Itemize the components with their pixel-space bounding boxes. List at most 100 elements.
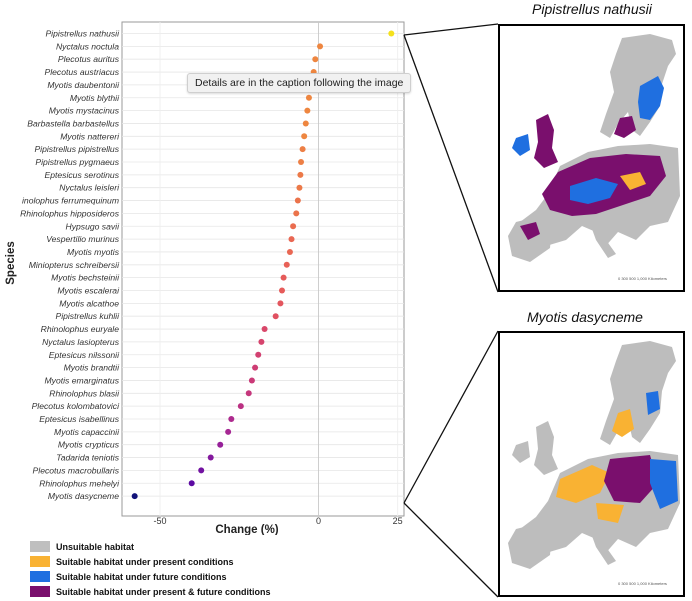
species-label: Myotis alcathoe xyxy=(59,298,119,308)
species-label: Eptesicus nilssonii xyxy=(49,350,120,360)
species-label: inolophus ferrumequinum xyxy=(22,196,119,206)
map-land-iberia xyxy=(508,523,552,569)
data-point xyxy=(258,338,265,345)
species-label: Plecotus auritus xyxy=(58,54,120,64)
map-panel-bottom: 0 300 500 1,000 Kilometers xyxy=(498,331,685,597)
connector-line xyxy=(403,330,499,504)
data-point xyxy=(225,428,232,435)
species-label: Rhinolophus euryale xyxy=(41,324,120,334)
map-land-ireland xyxy=(512,441,530,463)
data-point xyxy=(290,223,297,230)
species-label: Nyctalus leisleri xyxy=(59,183,120,193)
species-label: Myotis myotis xyxy=(67,247,120,257)
legend-item-unsuitable: Unsuitable habitat xyxy=(30,539,271,554)
species-label: Pipistrellus pipistrellus xyxy=(34,144,119,154)
legend-label: Suitable habitat under present condition… xyxy=(56,556,234,567)
x-tick-label: -50 xyxy=(154,516,167,526)
connector-line xyxy=(403,34,499,293)
data-point xyxy=(312,56,319,63)
species-label: Myotis emarginatus xyxy=(44,375,119,385)
legend-label: Unsuitable habitat xyxy=(56,541,135,552)
map-land-ireland xyxy=(512,134,530,156)
species-label: Myotis blythii xyxy=(70,93,120,103)
map-scale-bar: 0 300 500 1,000 Kilometers xyxy=(618,581,667,586)
map-habitat-present-west xyxy=(556,465,610,503)
species-label: Plecotus austriacus xyxy=(44,67,119,77)
map-habitat-both-iberia xyxy=(520,222,540,240)
plot-panel xyxy=(121,21,405,517)
data-point xyxy=(228,416,235,422)
map-habitat-both-south-sweden xyxy=(614,116,636,138)
species-label: Myotis daubentonii xyxy=(47,80,120,90)
species-label: Miniopterus schreibersii xyxy=(29,260,120,270)
y-axis-title: Species xyxy=(5,241,17,284)
x-tick-label: 25 xyxy=(393,516,403,526)
legend-item-present: Suitable habitat under present condition… xyxy=(30,554,271,569)
x-tick-label: 0 xyxy=(316,516,321,526)
map-land-scandinavia xyxy=(600,34,676,138)
data-point xyxy=(188,480,195,487)
species-label: Pipistrellus kuhlii xyxy=(55,311,120,321)
data-point xyxy=(277,300,284,307)
map-land-britain xyxy=(534,114,558,168)
map-habitat-present-south xyxy=(596,503,624,523)
species-label: Plecotus kolombatovici xyxy=(32,401,121,411)
species-label: Myotis mystacinus xyxy=(49,106,120,116)
data-point xyxy=(272,313,279,320)
species-label: Tadarida teniotis xyxy=(56,453,119,463)
map-habitat-both-east xyxy=(604,455,658,503)
map-habitat-future-central xyxy=(570,178,618,204)
data-point xyxy=(294,197,301,204)
species-label: Rhinolophus blasii xyxy=(49,388,120,398)
species-label: Rhinolophus mehelyi xyxy=(39,478,120,488)
map-title-bottom: Myotis dasycneme xyxy=(527,309,643,325)
species-label: Myotis nattereri xyxy=(60,131,120,141)
data-point xyxy=(280,274,287,281)
map-land-italy xyxy=(588,523,616,565)
data-point xyxy=(286,248,293,255)
species-label: Rhinolophus hipposideros xyxy=(20,208,120,218)
species-label: Myotis dasycneme xyxy=(48,491,119,501)
legend: Unsuitable habitat Suitable habitat unde… xyxy=(30,539,271,599)
data-point xyxy=(293,210,300,217)
legend-label: Suitable habitat under future conditions xyxy=(56,571,227,582)
data-point xyxy=(198,467,205,474)
map-habitat-future-east xyxy=(650,459,678,509)
connector-line xyxy=(403,23,499,36)
data-point xyxy=(299,146,306,153)
data-point xyxy=(317,43,324,50)
data-point xyxy=(298,159,305,165)
species-label: Myotis brandtii xyxy=(64,363,120,373)
x-axis-ticks: -50 0 25 xyxy=(154,516,403,526)
data-point xyxy=(252,364,259,371)
map-habitat-present-central xyxy=(620,172,646,190)
dot-chart: Pipistrellus nathusii Nyctalus noctula Ple… xyxy=(5,21,405,535)
species-label: Eptesicus serotinus xyxy=(44,170,119,180)
data-point xyxy=(305,94,312,101)
x-axis-title: Change (%) xyxy=(215,524,278,535)
data-point xyxy=(297,171,304,178)
data-points xyxy=(131,30,395,500)
europe-map-top: 0 300 500 1,000 Kilometers xyxy=(508,34,680,281)
species-label: Pipistrellus pygmaeus xyxy=(35,157,119,167)
data-point xyxy=(255,351,262,358)
map-land-italy xyxy=(588,216,616,258)
data-point xyxy=(296,184,303,191)
data-point xyxy=(279,287,286,294)
species-labels: Pipistrellus nathusii Nyctalus noctula Ple… xyxy=(20,29,120,502)
species-label: Nyctalus lasiopterus xyxy=(42,337,120,347)
caption-tooltip: Details are in the caption following the… xyxy=(187,73,412,93)
map-title-top: Pipistrellus nathusii xyxy=(532,1,652,17)
map-panel-top: 0 300 500 1,000 Kilometers xyxy=(498,24,685,292)
legend-swatch xyxy=(30,586,50,597)
legend-label: Suitable habitat under present & future … xyxy=(56,586,271,597)
data-point xyxy=(217,441,224,448)
data-point xyxy=(245,390,252,397)
data-point xyxy=(237,403,244,410)
data-point xyxy=(388,30,395,37)
species-label: Plecotus macrobullaris xyxy=(33,465,120,475)
species-label: Barbastella barbastellus xyxy=(27,118,119,128)
connector-line xyxy=(403,502,499,598)
legend-item-present-future: Suitable habitat under present & future … xyxy=(30,584,271,599)
species-label: Pipistrellus nathusii xyxy=(45,29,120,39)
